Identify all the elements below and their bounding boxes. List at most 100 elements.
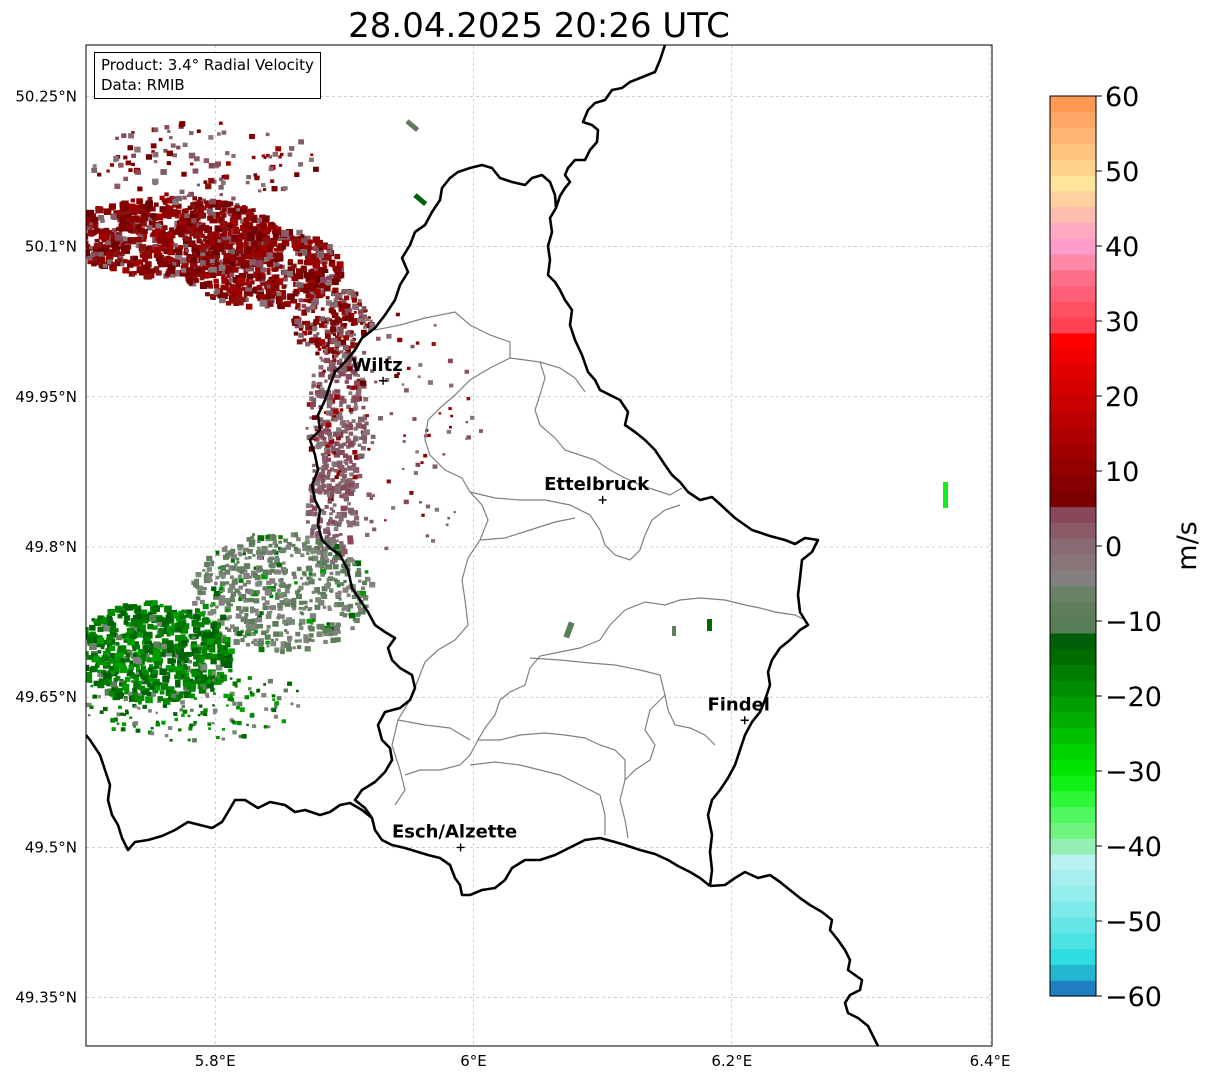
echo-pixel (253, 618, 259, 623)
echo-pixel (229, 286, 237, 293)
echo-pixel (179, 257, 188, 265)
echo-pixel (225, 279, 232, 285)
echo-pixel (116, 656, 123, 662)
echo-pixel (333, 275, 341, 282)
echo-pixel (283, 186, 288, 191)
echo-pixel (138, 244, 147, 251)
echo-pixel (226, 161, 231, 166)
echo-pixel (341, 471, 345, 475)
echo-pixel (243, 217, 250, 223)
echo-pixel (308, 330, 313, 335)
echo-pixel (218, 600, 225, 606)
echo-pixel (254, 249, 259, 253)
echo-pixel (323, 489, 330, 495)
echo-pixel (167, 263, 176, 271)
echo-pixel (335, 335, 342, 342)
echo-pixel (167, 697, 171, 700)
echo-pixel (328, 438, 335, 444)
echo-pixel (169, 618, 175, 623)
echo-pixel (86, 249, 91, 256)
echo-pixel (313, 265, 320, 272)
echo-pixel (299, 626, 304, 631)
echo-pixel (274, 647, 280, 652)
echo-pixel (307, 280, 314, 286)
echo-pixel (270, 290, 277, 296)
echo-pixel (301, 321, 306, 325)
echo-pixel (211, 671, 216, 675)
echo-pixel (298, 332, 304, 338)
echo-pixel (110, 626, 116, 632)
echo-pixel (75, 661, 83, 668)
echo-pixel (87, 714, 91, 717)
echo-pixel (255, 260, 264, 268)
echo-pixel (188, 240, 196, 248)
echo-pixel (273, 631, 280, 637)
echo-pixel (146, 631, 153, 638)
echo-pixel (276, 297, 283, 304)
echo-pixel (70, 223, 75, 228)
echo-pixel (89, 666, 96, 673)
echo-pixel (328, 262, 333, 267)
echo-pixel (350, 313, 355, 317)
echo-pixel (86, 651, 89, 656)
echo-pixel (278, 540, 282, 544)
echo-pixel (195, 572, 202, 578)
echo-pixel (337, 272, 342, 276)
echo-pixel (296, 566, 302, 572)
echo-pixel (251, 570, 257, 576)
echo-pixel (229, 624, 235, 629)
echo-pixel (258, 189, 262, 193)
echo-pixel (367, 316, 371, 320)
echo-pixel (177, 662, 182, 667)
echo-pixel (228, 648, 235, 654)
echo-pixel (213, 594, 219, 600)
echo-pixel (73, 230, 79, 235)
echo-pixel (196, 183, 200, 187)
echo-pixel (328, 626, 335, 632)
echo-pixel (132, 687, 138, 693)
echo-pixel (274, 544, 279, 548)
echo-pixel (190, 214, 198, 221)
echo-pixel (116, 634, 123, 641)
echo-pixel (348, 431, 354, 436)
echo-pixel (309, 291, 316, 297)
echo-pixel (192, 661, 199, 667)
echo-pixel (62, 228, 68, 234)
echo-pixel (309, 504, 314, 508)
echo-pixel (73, 639, 80, 646)
echo-pixel (139, 271, 144, 276)
echo-pixel (295, 268, 303, 274)
echo-pixel (72, 222, 78, 227)
echo-pixel (192, 196, 197, 201)
echo-pixel (162, 234, 167, 238)
echo-pixel (357, 302, 362, 307)
echo-pixel (347, 535, 353, 541)
echo-pixel (244, 607, 248, 611)
echo-pixel (173, 243, 178, 248)
echo-pixel (157, 696, 164, 702)
echo-pixel (289, 146, 295, 151)
echo-pixel (271, 264, 279, 272)
echo-pixel (193, 581, 200, 588)
echo-pixel (153, 247, 161, 254)
echo-pixel (208, 235, 215, 242)
echo-pixel (236, 631, 243, 637)
echo-pixel (306, 545, 312, 550)
echo-pixel (153, 674, 158, 678)
echo-pixel (155, 270, 162, 276)
echo-pixel (198, 585, 204, 590)
echo-pixel (181, 636, 188, 643)
echo-pixel (171, 269, 175, 274)
echo-pixel (192, 168, 199, 174)
echo-pixel (325, 475, 331, 480)
echo-pixel (341, 354, 347, 359)
echo-pixel (226, 301, 232, 306)
echo-pixel (320, 307, 325, 311)
echo-pixel (165, 640, 174, 648)
echo-pixel (186, 255, 194, 263)
echo-pixel (361, 405, 366, 410)
echo-pixel (296, 704, 301, 708)
echo-pixel (269, 610, 273, 614)
echo-pixel (302, 330, 308, 336)
echo-pixel (364, 604, 369, 608)
